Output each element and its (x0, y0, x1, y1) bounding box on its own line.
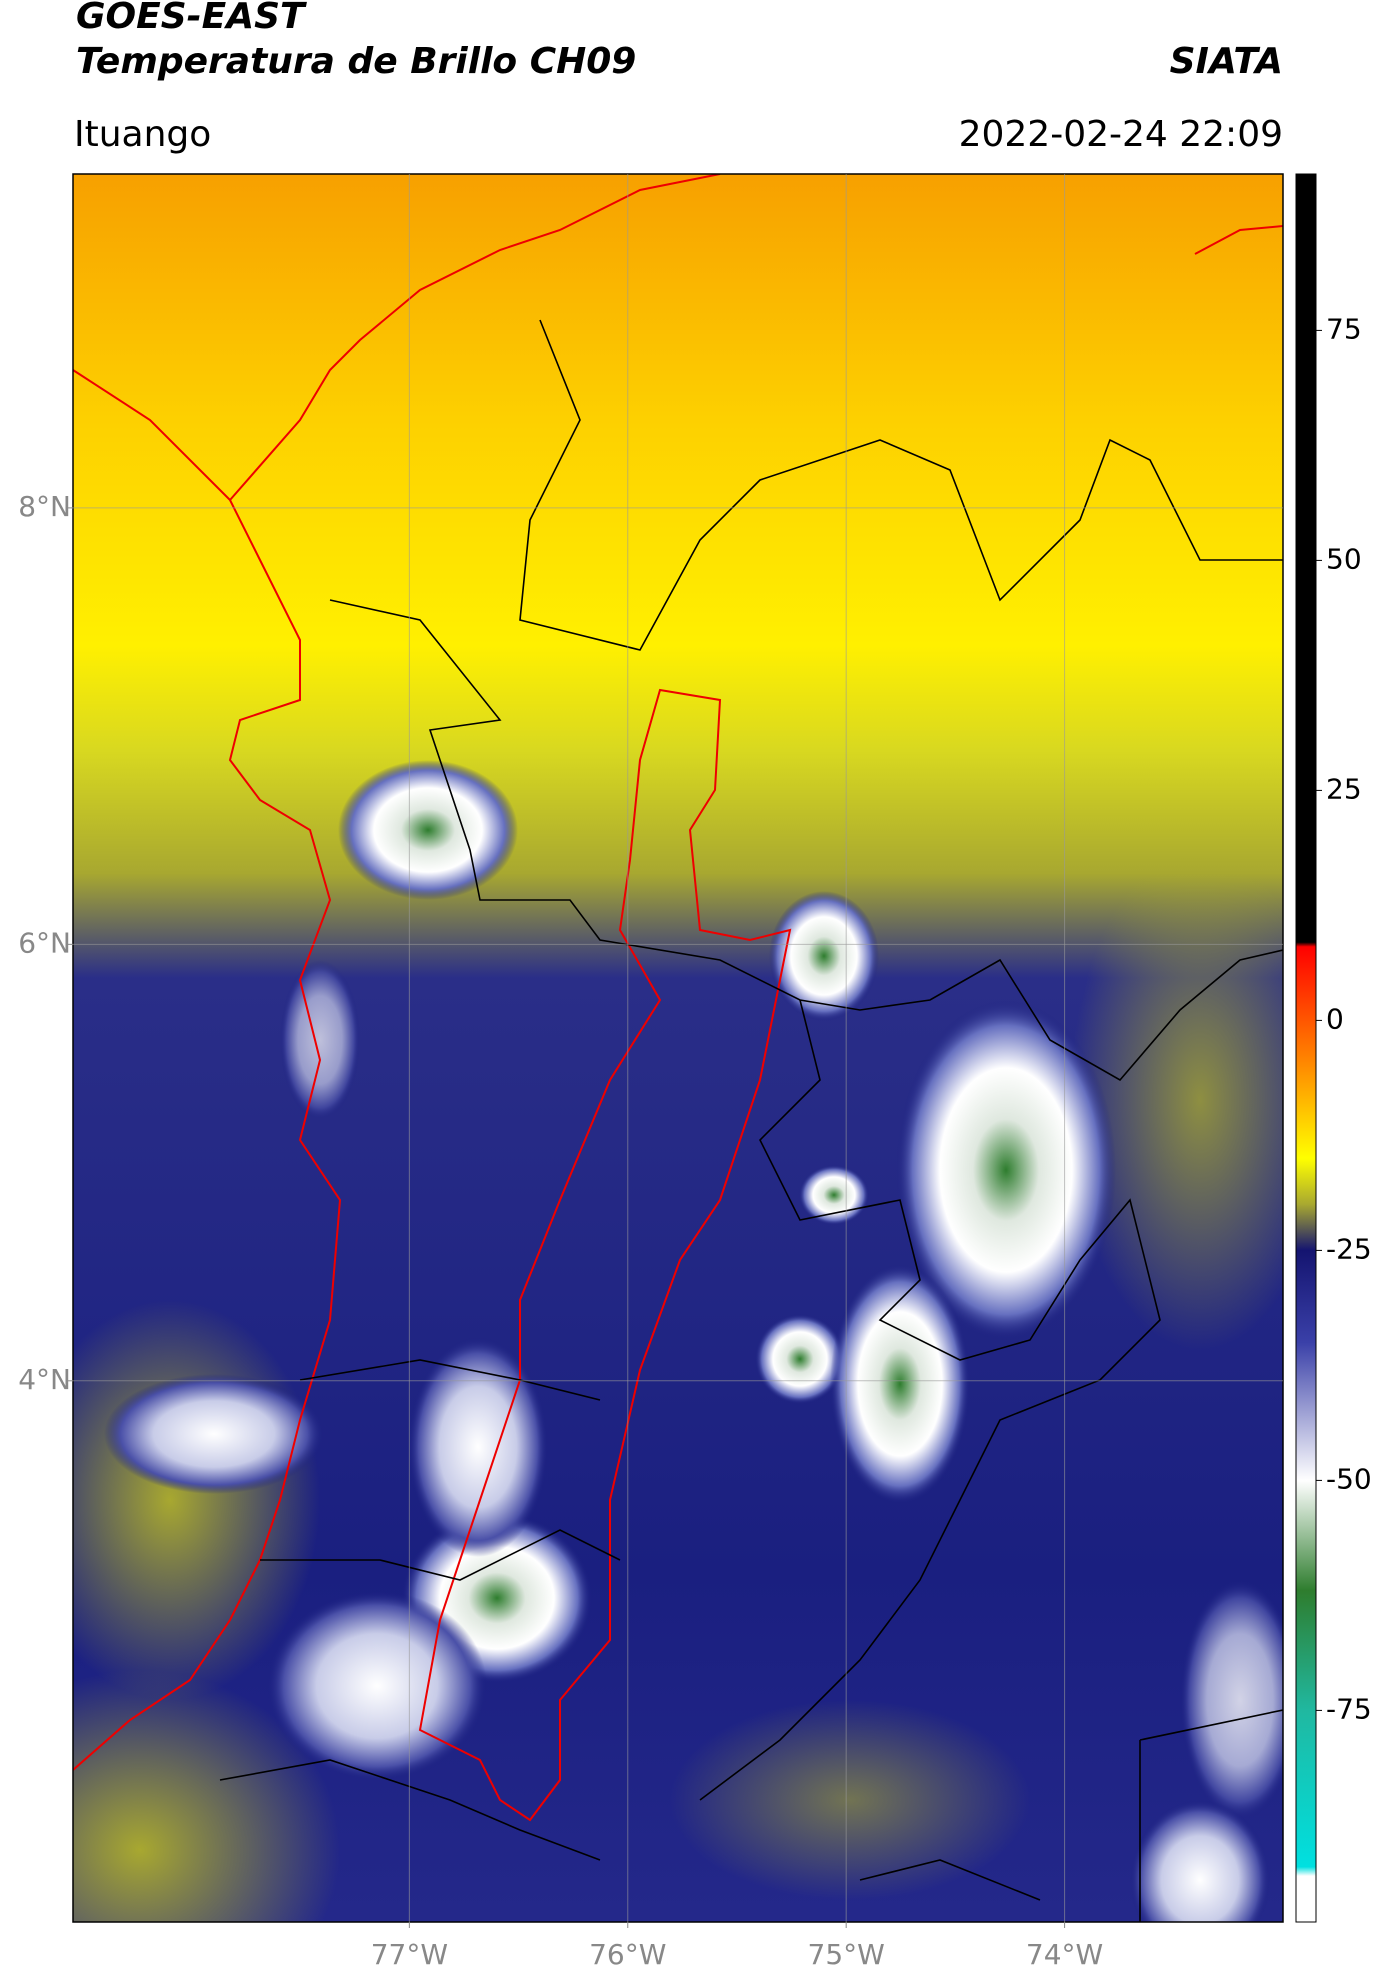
colorbar-tick-label: 75 (1326, 312, 1362, 345)
y-tick-label: 6°N (18, 926, 71, 959)
colorbar (1295, 173, 1317, 1923)
datetime: 2022-02-24 22:09 (959, 114, 1283, 155)
colorbar-tick-label: -75 (1326, 1692, 1372, 1725)
x-tick-label: 77°W (371, 1938, 448, 1971)
x-tick-label: 74°W (1026, 1938, 1103, 1971)
source: SIATA (1170, 41, 1283, 82)
colorbar-tick-label: 50 (1326, 542, 1362, 575)
colorbar-tick-label: -50 (1326, 1462, 1372, 1495)
x-tick-label: 75°W (808, 1938, 885, 1971)
title: GOES-EAST (76, 0, 307, 37)
y-tick-label: 8°N (18, 490, 71, 523)
colorbar-tick-label: 0 (1326, 1002, 1344, 1035)
colorbar-tick-label: -25 (1326, 1232, 1372, 1265)
x-tick-label: 76°W (589, 1938, 666, 1971)
map-frame (72, 173, 1284, 1923)
colorbar-tick-label: 25 (1326, 772, 1362, 805)
y-tick-label: 4°N (18, 1363, 71, 1396)
location: Ituango (74, 114, 211, 155)
subtitle: Temperatura de Brillo CH09 (76, 41, 636, 82)
map-field (73, 174, 1283, 1922)
